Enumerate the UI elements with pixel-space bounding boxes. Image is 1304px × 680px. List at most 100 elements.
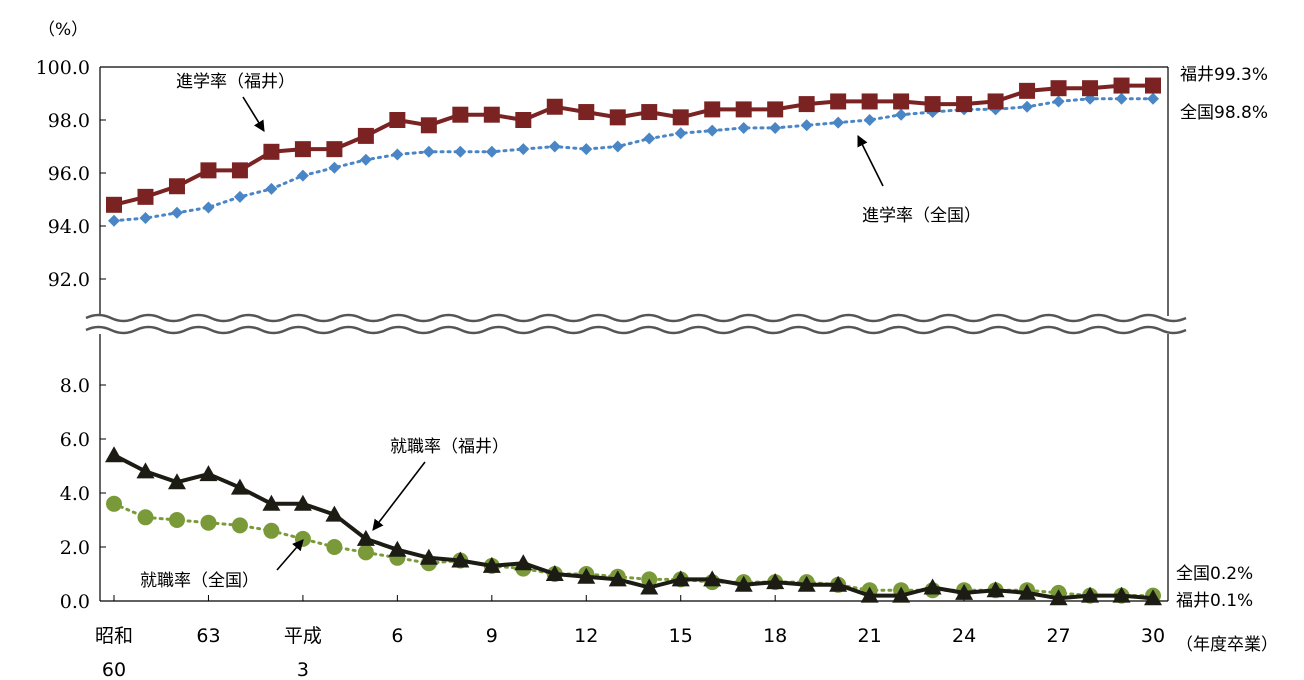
lower-series-0-point [734,575,753,592]
upper-series-1-point [706,124,719,137]
upper-series-1-line [112,97,1155,223]
x-tick-label: 60 [102,659,126,680]
lower-series-0-point [986,581,1005,598]
y-tick-label: 94.0 [48,216,90,238]
upper-series-0-point [735,101,752,118]
upper-series-0-point [137,188,154,205]
upper-series-1-point [328,161,341,174]
lower-series-0-point [325,505,344,522]
x-tick-label: 18 [763,625,787,647]
upper-series-0-line [113,83,1153,207]
upper-series-0-point [641,104,658,121]
upper-series-0-point [830,93,847,110]
series-label-fukui-employment: 就職率（福井） [390,437,509,457]
upper-series-0-point [294,141,311,158]
y-tick-label: 96.0 [48,163,90,185]
upper-end-label-national: 全国98.8% [1180,103,1268,123]
upper-end-label-fukui: 福井99.3% [1180,65,1268,85]
lower-series-0-point [199,465,218,482]
upper-series-0-point [672,109,689,126]
upper-series-0-point [452,106,469,123]
upper-series-1-point [422,145,435,158]
axis-break-wave-lower [85,325,1187,335]
upper-series-0-point [609,109,626,126]
lower-series-0-point [230,478,249,495]
upper-series-0-point [263,143,280,160]
y-tick-label: 8.0 [60,375,90,397]
x-tick-label: 27 [1046,625,1070,647]
upper-series-0-point [326,141,343,158]
y-tick-label: 98.0 [48,110,90,132]
x-tick-label: 昭和 [95,625,133,647]
upper-series-1-point [1115,92,1128,105]
upper-series-1-point [611,140,624,153]
upper-series-1-point [895,108,908,121]
lower-series-0-point [293,494,312,511]
upper-series-1-point [769,121,782,134]
upper-series-0-point [1050,80,1067,97]
lower-series-0-point [608,570,627,587]
upper-series-0-point [924,96,941,113]
lower-series-0-point [1049,589,1068,606]
upper-series-1-point [674,127,687,140]
lower-series-0-point [545,565,564,581]
callout-arrow-fukui-employment [372,461,426,531]
lower-series-0-point [136,462,155,479]
lower-series-0-point [703,570,722,587]
x-tick-label: 30 [1141,625,1165,647]
upper-series-1-point [643,132,656,145]
lower-series-0-point [1081,586,1100,603]
upper-series-0-point [767,101,784,118]
lower-end-label-national: 全国0.2% [1176,564,1253,584]
lower-series-0-point [388,540,407,557]
x-tick-label: 平成 [284,625,322,647]
upper-series-0-point [420,117,437,134]
upper-series-1-point [580,143,593,156]
lower-series-1-point [200,514,217,531]
upper-series-0-point [200,162,217,179]
upper-series-0-point [987,93,1004,110]
y-tick-label: 4.0 [60,483,90,505]
y-tick-label: 92.0 [48,269,90,291]
lower-series-0-point [766,573,785,590]
lower-series-1-point [294,530,311,547]
lower-end-label-fukui: 福井0.1% [1176,591,1253,611]
upper-series-0-point [389,112,406,128]
lower-series-0-point [955,583,974,600]
y-tick-label: 2.0 [60,537,90,559]
lower-series-0-point [482,556,501,573]
upper-series-1-point [1052,95,1065,108]
upper-series-0-point [1113,77,1130,94]
upper-series-1-point [202,201,215,214]
lower-series-1-point [106,495,122,512]
upper-series-1-point [233,190,246,203]
upper-series-0-point [357,127,374,144]
y-tick-label: 6.0 [60,429,90,451]
lower-series-0-line [113,453,1154,601]
upper-series-1-point [737,121,750,134]
lower-series-0-point [640,578,659,595]
lower-series-0-point [577,567,596,584]
lower-series-0-point [829,575,848,592]
upper-series-1-point [296,169,309,182]
upper-series-1-point [359,153,372,166]
upper-series-1-point [1147,92,1159,105]
lower-series-0-point [356,529,375,546]
callout-arrow-national-employment [276,539,304,571]
x-tick-label: 21 [858,625,882,647]
upper-series-0-point [1082,80,1099,97]
lower-series-0-point [105,446,123,463]
x-tick-label: 12 [574,625,598,647]
lower-series-1-point [137,509,154,526]
y-tick-label: 0.0 [60,591,90,613]
series-label-national-employment: 就職率（全国） [140,571,259,591]
upper-series-0-point [578,104,595,121]
lower-series-0-point [797,575,816,592]
lower-series-1-point [326,539,343,555]
lower-series-0-point [1018,583,1037,600]
upper-series-1-point [139,212,152,225]
lower-series-0-point [671,570,690,587]
upper-series-0-point [861,93,878,110]
x-tick-label: 63 [196,625,220,647]
